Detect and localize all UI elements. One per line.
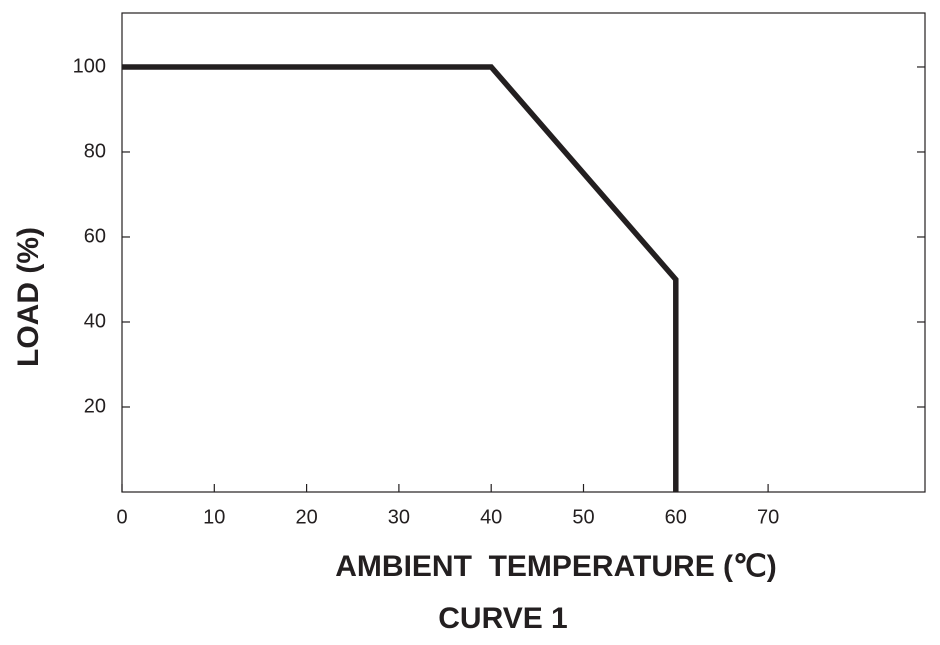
plot-frame: [121, 12, 926, 493]
x-tick-label: 50: [572, 506, 594, 528]
x-tick-label: 30: [388, 506, 410, 528]
y-tick-label: 100: [73, 55, 106, 77]
y-tick-label: 40: [84, 310, 106, 332]
x-tick-label: 60: [665, 506, 687, 528]
x-tick-label: 10: [203, 506, 225, 528]
y-tick-label: 20: [84, 395, 106, 417]
x-tick-label: 40: [480, 506, 502, 528]
x-tick-label: 70: [757, 506, 779, 528]
x-axis-label: AMBIENT TEMPERATURE (℃): [335, 550, 776, 583]
x-tick-label: 20: [295, 506, 317, 528]
y-axis-label: LOAD (%): [12, 227, 45, 367]
y-tick-label: 60: [84, 225, 106, 247]
y-tick-label: 80: [84, 140, 106, 162]
caption: CURVE 1: [438, 602, 568, 635]
series-line: [122, 64, 679, 492]
x-tick-label: 0: [116, 506, 127, 528]
